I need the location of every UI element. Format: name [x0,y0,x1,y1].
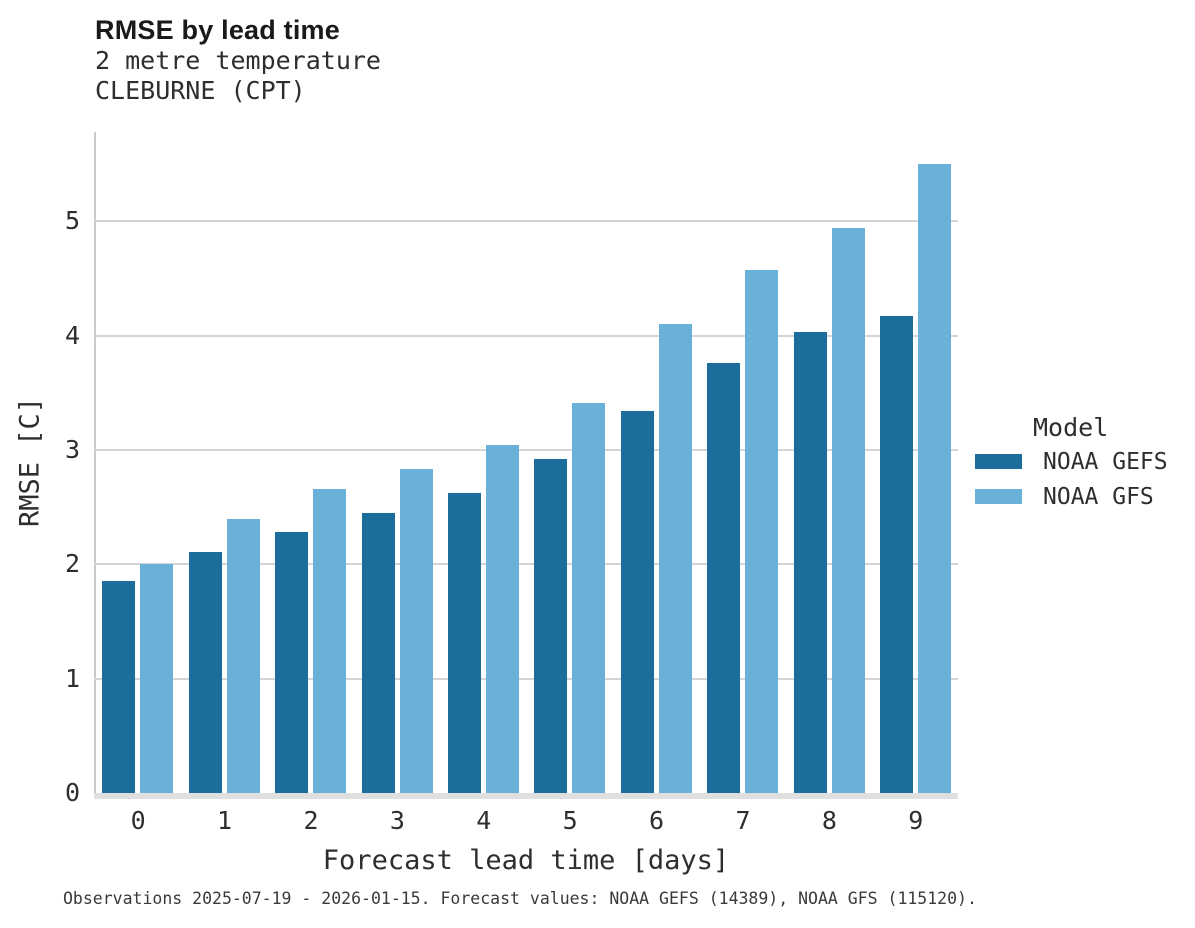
bar-noaa-gfs [745,270,779,793]
y-tick-label: 2 [64,549,80,579]
chart-title: RMSE by lead time [95,15,340,45]
legend-entry: NOAA GEFS [975,448,1168,475]
bar-noaa-gfs [917,164,951,793]
legend-swatch [975,454,1022,469]
legend-entry: NOAA GFS [975,483,1168,510]
bar-noaa-gefs [102,581,136,793]
plot-area: 0 1 2 3 4 5 6 7 8 9 [94,132,958,835]
bar-noaa-gefs [188,551,222,793]
bar-noaa-gefs [447,493,481,793]
y-tick-label: 3 [64,434,80,464]
bar-noaa-gefs [793,332,827,793]
x-tick-label: 6 [649,806,665,835]
gridline [94,563,958,566]
legend-swatch [975,489,1022,504]
x-axis-spine [94,793,958,799]
bar-noaa-gefs [879,316,913,793]
bar-noaa-gefs [620,411,654,793]
legend-label: NOAA GFS [1043,483,1154,510]
bar-noaa-gfs [313,488,347,793]
gridline [94,448,958,451]
bar-noaa-gfs [399,469,433,793]
bar-noaa-gfs [485,445,519,793]
legend-label: NOAA GEFS [1043,448,1168,475]
x-tick-label: 3 [389,806,405,835]
x-axis-title: Forecast lead time [days] [322,845,730,876]
y-axis-spine [94,132,96,793]
bar-noaa-gfs [226,518,260,793]
chart-station: CLEBURNE (CPT) [95,76,306,105]
bar-noaa-gfs [140,564,174,793]
legend-entries: NOAA GEFS NOAA GFS [975,448,1168,520]
y-tick-label: 0 [64,778,80,807]
x-tick-label: 9 [908,806,924,835]
x-tick-label: 8 [821,806,837,835]
x-tick-label: 7 [735,806,751,835]
bar-noaa-gefs [275,532,309,793]
bar-noaa-gfs [658,324,692,793]
bar-noaa-gfs [572,403,606,793]
gridline [94,220,958,223]
bar-noaa-gefs [361,512,395,793]
x-tick-label: 1 [217,806,233,835]
y-tick-label: 5 [64,206,80,236]
x-tick-label: 5 [562,806,578,835]
bar-noaa-gfs [831,228,865,793]
y-axis-ticks: 0 1 2 3 4 5 [0,132,80,807]
x-tick-label: 0 [130,806,146,835]
y-tick-label: 4 [64,320,80,350]
legend-title: Model [1033,413,1109,442]
gridline [94,334,958,337]
bar-noaa-gefs [707,363,741,793]
chart-header: RMSE by lead time 2 metre temperature CL… [95,14,381,106]
bar-noaa-gefs [534,459,568,793]
x-tick-label: 2 [303,806,319,835]
x-tick-label: 4 [476,806,492,835]
y-tick-label: 1 [64,663,80,693]
chart-subtitle: 2 metre temperature [95,46,381,75]
footer-caption: Observations 2025-07-19 - 2026-01-15. Fo… [63,889,977,908]
gridline [94,677,958,680]
